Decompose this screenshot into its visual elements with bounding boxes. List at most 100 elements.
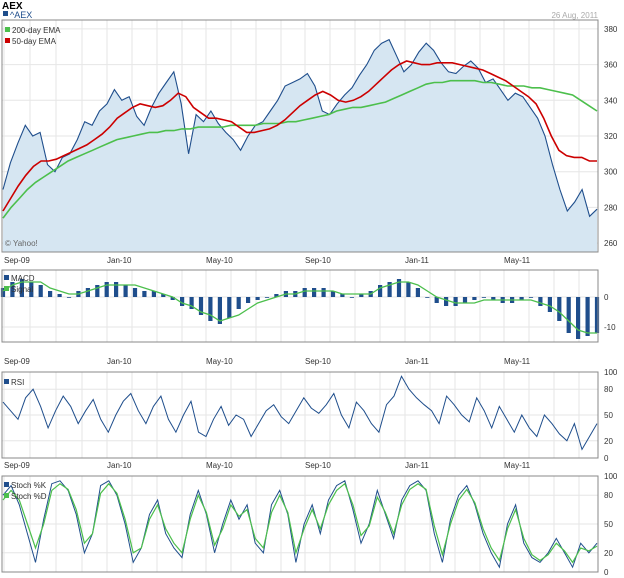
price-ytick-360: 360 bbox=[604, 61, 618, 70]
rsi-ytick-0: 0 bbox=[604, 454, 609, 463]
symbol-swatch bbox=[3, 11, 8, 16]
macd-bar-37 bbox=[349, 297, 354, 298]
rsi-line bbox=[2, 375, 598, 451]
source-label: © Yahoo! bbox=[5, 239, 38, 248]
stoch-ytick-80: 80 bbox=[604, 491, 613, 500]
macd-bar-22 bbox=[208, 297, 213, 321]
legend-swatch-ema200 bbox=[5, 27, 10, 32]
macd-bar-11 bbox=[104, 282, 109, 297]
price-frame bbox=[1, 19, 599, 253]
macd-bar-1 bbox=[10, 282, 15, 297]
stoch-k-line bbox=[2, 480, 598, 569]
rsi-xtick-Sep-10: Sep-10 bbox=[305, 461, 331, 470]
macd-bar-6 bbox=[57, 294, 62, 297]
price-ytick-300: 300 bbox=[604, 168, 618, 177]
macd-bar-2 bbox=[19, 279, 24, 297]
macd-bar-3 bbox=[29, 282, 34, 297]
price-ytick-260: 260 bbox=[604, 239, 618, 248]
rsi-xtick-Jan-10: Jan-10 bbox=[107, 461, 132, 470]
macd-xtick-Jan-10: Jan-10 bbox=[107, 357, 132, 366]
macd-bar-57 bbox=[538, 297, 543, 306]
price-xtick-May-11: May-11 bbox=[504, 256, 531, 265]
price-xtick-Jan-11: Jan-11 bbox=[405, 256, 429, 265]
macd-bar-43 bbox=[406, 282, 411, 297]
macd-bar-59 bbox=[557, 297, 562, 321]
legend-swatch-signal bbox=[4, 286, 9, 291]
ema50-line bbox=[2, 60, 597, 212]
rsi-xtick-Sep-09: Sep-09 bbox=[4, 461, 30, 470]
macd-bar-18 bbox=[170, 297, 175, 300]
macd-bar-60 bbox=[566, 297, 571, 333]
chart-title: AEX bbox=[2, 1, 23, 12]
price-xtick-Sep-09: Sep-09 bbox=[4, 256, 30, 265]
stoch-d-line bbox=[2, 482, 598, 564]
macd-bar-38 bbox=[359, 294, 364, 297]
macd-bar-5 bbox=[48, 291, 53, 297]
macd-bar-16 bbox=[151, 291, 156, 297]
macd-bar-42 bbox=[396, 279, 402, 297]
macd-bar-56 bbox=[528, 297, 534, 298]
stoch-ytick-20: 20 bbox=[604, 549, 613, 558]
macd-bar-24 bbox=[227, 297, 232, 318]
macd-bar-14 bbox=[132, 288, 138, 297]
macd-frame bbox=[1, 269, 599, 343]
price-ytick-320: 320 bbox=[604, 132, 618, 141]
macd-bar-23 bbox=[217, 297, 222, 324]
price-ytick-340: 340 bbox=[604, 96, 618, 105]
macd-xtick-Sep-09: Sep-09 bbox=[4, 357, 30, 366]
macd-bar-46 bbox=[434, 297, 439, 303]
legend-swatch-stoch-d bbox=[4, 493, 9, 498]
legend-label-signal: Signal bbox=[11, 285, 33, 294]
macd-xtick-Sep-10: Sep-10 bbox=[305, 357, 331, 366]
macd-bar-63 bbox=[594, 297, 600, 333]
macd-bar-44 bbox=[415, 288, 420, 297]
macd-bar-21 bbox=[198, 297, 204, 315]
price-ytick-380: 380 bbox=[604, 25, 618, 34]
macd-bar-10 bbox=[95, 285, 100, 297]
stoch-ytick-50: 50 bbox=[604, 520, 613, 529]
macd-bar-12 bbox=[114, 282, 119, 297]
rsi-ytick-80: 80 bbox=[604, 385, 613, 394]
ema200-line bbox=[2, 79, 598, 219]
macd-bar-32 bbox=[302, 288, 307, 297]
legend-label-stoch-k: Stoch %K bbox=[11, 481, 47, 490]
macd-bar-20 bbox=[189, 297, 194, 309]
macd-bar-45 bbox=[425, 297, 430, 298]
rsi-ytick-20: 20 bbox=[604, 437, 613, 446]
macd-bar-35 bbox=[330, 291, 336, 297]
macd-bar-25 bbox=[236, 297, 241, 309]
macd-bar-28 bbox=[264, 297, 270, 298]
chart-date: 26 Aug, 2011 bbox=[551, 11, 598, 20]
macd-bar-29 bbox=[274, 294, 279, 297]
rsi-xtick-May-10: May-10 bbox=[206, 461, 233, 470]
macd-xtick-May-11: May-11 bbox=[504, 357, 531, 366]
rsi-xtick-Jan-11: Jan-11 bbox=[405, 461, 429, 470]
macd-bar-55 bbox=[519, 297, 524, 300]
macd-bar-13 bbox=[123, 285, 128, 297]
stoch-ytick-100: 100 bbox=[604, 472, 618, 481]
macd-bar-0 bbox=[0, 288, 6, 297]
rsi-xtick-May-11: May-11 bbox=[504, 461, 531, 470]
price-ytick-280: 280 bbox=[604, 203, 618, 212]
rsi-ytick-50: 50 bbox=[604, 411, 613, 420]
macd-bar-41 bbox=[387, 282, 392, 297]
stoch-panel: 0 20 50 80 100 Stoch %K Stoch %D bbox=[1, 472, 618, 577]
macd-ytick--10: -10 bbox=[604, 323, 616, 332]
rsi-panel: 0 20 50 80 100 RSI Sep-09 Jan-10 May-10 Sep-10 Jan… bbox=[1, 368, 618, 470]
legend-swatch-macd bbox=[4, 275, 9, 280]
macd-signal-line bbox=[2, 281, 597, 334]
macd-bar-27 bbox=[255, 297, 260, 300]
macd-bar-7 bbox=[66, 297, 72, 298]
macd-bar-62 bbox=[585, 297, 590, 336]
macd-ytick-0: 0 bbox=[604, 293, 609, 302]
price-xtick-Jan-10: Jan-10 bbox=[107, 256, 132, 265]
price-panel: 260 280 300 320 340 360 380 200-day EMA 50-day E… bbox=[1, 11, 618, 265]
macd-bar-51 bbox=[481, 297, 486, 298]
macd-bar-34 bbox=[321, 288, 326, 297]
macd-bar-49 bbox=[462, 297, 468, 303]
macd-bar-19 bbox=[180, 297, 185, 306]
stoch-frame bbox=[1, 475, 599, 573]
price-xtick-Sep-10: Sep-10 bbox=[305, 256, 331, 265]
stoch-ytick-0: 0 bbox=[604, 568, 609, 577]
